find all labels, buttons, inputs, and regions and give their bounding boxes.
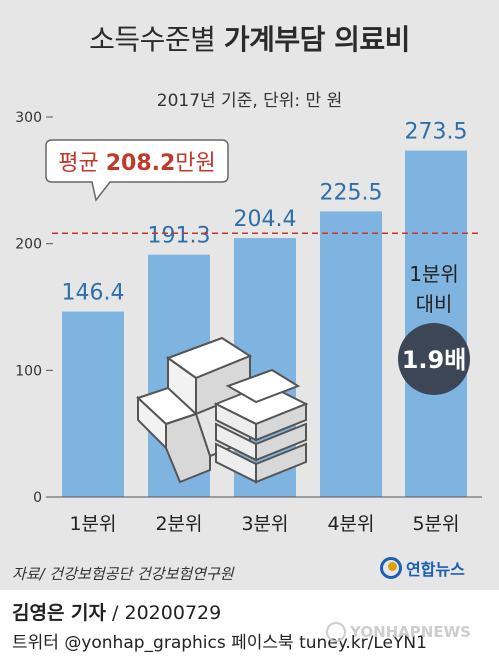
comparison-badge: 1분위 대비 1.9배 bbox=[398, 262, 470, 395]
source-note: 자료/ 건강보험공단 건강보험연구원 bbox=[12, 565, 234, 583]
title-light: 소득수준별 bbox=[89, 23, 224, 56]
y-tick-label-300: 300 bbox=[15, 110, 42, 126]
category-label-2: 2분위 bbox=[155, 513, 202, 535]
category-label-3: 3분위 bbox=[241, 513, 288, 535]
chart-subtitle: 2017년 기준, 단위: 만 원 bbox=[156, 91, 343, 111]
badge-line2: 대비 bbox=[416, 292, 453, 316]
byline-separator: / bbox=[106, 602, 125, 624]
average-prefix: 평균 bbox=[58, 151, 105, 176]
chart-title: 소득수준별 가계부담 의료비 bbox=[0, 18, 499, 58]
byline-author: 김영은 기자 bbox=[12, 602, 107, 624]
y-tick-label-0: 0 bbox=[33, 490, 42, 506]
bar-value-label-4: 225.5 bbox=[320, 180, 383, 205]
bar-value-label-2: 191.3 bbox=[148, 224, 211, 249]
watermark-text: YONHAPNEWS bbox=[350, 623, 471, 641]
category-label-4: 4분위 bbox=[327, 513, 374, 535]
byline-date: 20200729 bbox=[124, 602, 222, 624]
svg-text:평균 208.2만원: 평균 208.2만원 bbox=[58, 151, 216, 176]
yonhapnews-watermark: YONHAPNEWS bbox=[326, 622, 471, 642]
watermark-icon bbox=[326, 622, 346, 642]
bar-1 bbox=[62, 311, 124, 497]
yonhap-logo-text: 연합뉴스 bbox=[406, 560, 465, 579]
bar-4 bbox=[320, 211, 382, 497]
bar-value-label-3: 204.4 bbox=[234, 207, 297, 232]
category-label-5: 5분위 bbox=[412, 513, 459, 535]
bar-value-label-1: 146.4 bbox=[62, 281, 125, 306]
cross-and-money-illustration bbox=[136, 336, 309, 484]
badge-value: 1.9배 bbox=[402, 346, 467, 374]
byline: 김영은 기자 / 20200729 bbox=[12, 598, 221, 625]
money-stack-icon bbox=[213, 368, 309, 484]
title-bold: 가계부담 의료비 bbox=[223, 23, 411, 56]
average-suffix: 만원 bbox=[175, 151, 215, 176]
bar-chart: 146.4 1분위 191.3 2분위 204.4 3분위 225.5 4분위 273.5 5분위… bbox=[15, 110, 482, 535]
yonhap-logo: 연합뉴스 bbox=[380, 556, 465, 580]
yonhap-logo-icon bbox=[380, 557, 402, 579]
y-tick-label-200: 200 bbox=[15, 237, 42, 253]
social-links: 트위터 @yonhap_graphics 페이스북 tuney.kr/LeYN1 bbox=[12, 633, 427, 653]
badge-circle bbox=[398, 323, 470, 395]
badge-line1: 1분위 bbox=[409, 262, 459, 286]
average-value: 208.2 bbox=[106, 151, 176, 176]
average-callout: 평균 208.2만원 bbox=[45, 139, 229, 202]
bar-value-label-5: 273.5 bbox=[405, 120, 468, 145]
category-label-1: 1분위 bbox=[69, 513, 116, 535]
y-tick-label-100: 100 bbox=[15, 363, 42, 379]
